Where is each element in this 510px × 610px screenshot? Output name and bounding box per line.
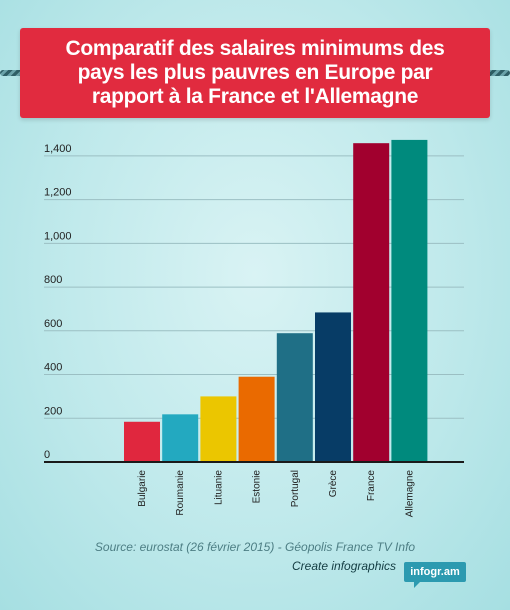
y-tick-label: 1,000: [44, 230, 72, 242]
x-tick-label: Allemagne: [404, 470, 415, 518]
x-tick-label: Grèce: [328, 470, 339, 498]
bar-estonie[interactable]: [238, 376, 275, 462]
x-tick-label: Roumanie: [175, 470, 186, 516]
bar-portugal[interactable]: [276, 333, 313, 462]
create-infographics-link[interactable]: Create infographics: [292, 559, 397, 573]
chart-title: Comparatif des salaires minimums des pay…: [65, 37, 445, 108]
title-banner: Comparatif des salaires minimums des pay…: [20, 28, 490, 118]
y-tick-label: 400: [44, 362, 62, 374]
bar-bulgarie[interactable]: [124, 421, 160, 462]
source-note: Source: eurostat (26 février 2015) - Géo…: [94, 540, 416, 554]
y-tick-label: 1,400: [44, 143, 72, 155]
bar-roumanie[interactable]: [162, 414, 199, 462]
x-tick-label: Estonie: [252, 470, 263, 504]
y-tick-label: 200: [44, 405, 62, 417]
bar-france[interactable]: [353, 143, 390, 462]
bar-allemagne[interactable]: [391, 139, 428, 463]
x-tick-label: Portugal: [290, 470, 301, 507]
y-tick-label: 1,200: [44, 187, 72, 199]
brand-label: infogr.am: [410, 566, 460, 578]
x-tick-label: France: [366, 470, 377, 502]
rope-left: [0, 70, 26, 76]
bar-grèce[interactable]: [315, 312, 351, 462]
y-tick-label: 600: [44, 318, 62, 330]
y-tick-label: 800: [44, 274, 62, 286]
infogram-badge[interactable]: infogr.am: [404, 562, 466, 588]
bar-lituanie[interactable]: [200, 396, 237, 462]
x-tick-label: Lituanie: [213, 470, 224, 505]
x-tick-label: Bulgarie: [137, 470, 148, 507]
rope-right: [484, 70, 510, 76]
y-tick-label: 0: [44, 449, 50, 461]
